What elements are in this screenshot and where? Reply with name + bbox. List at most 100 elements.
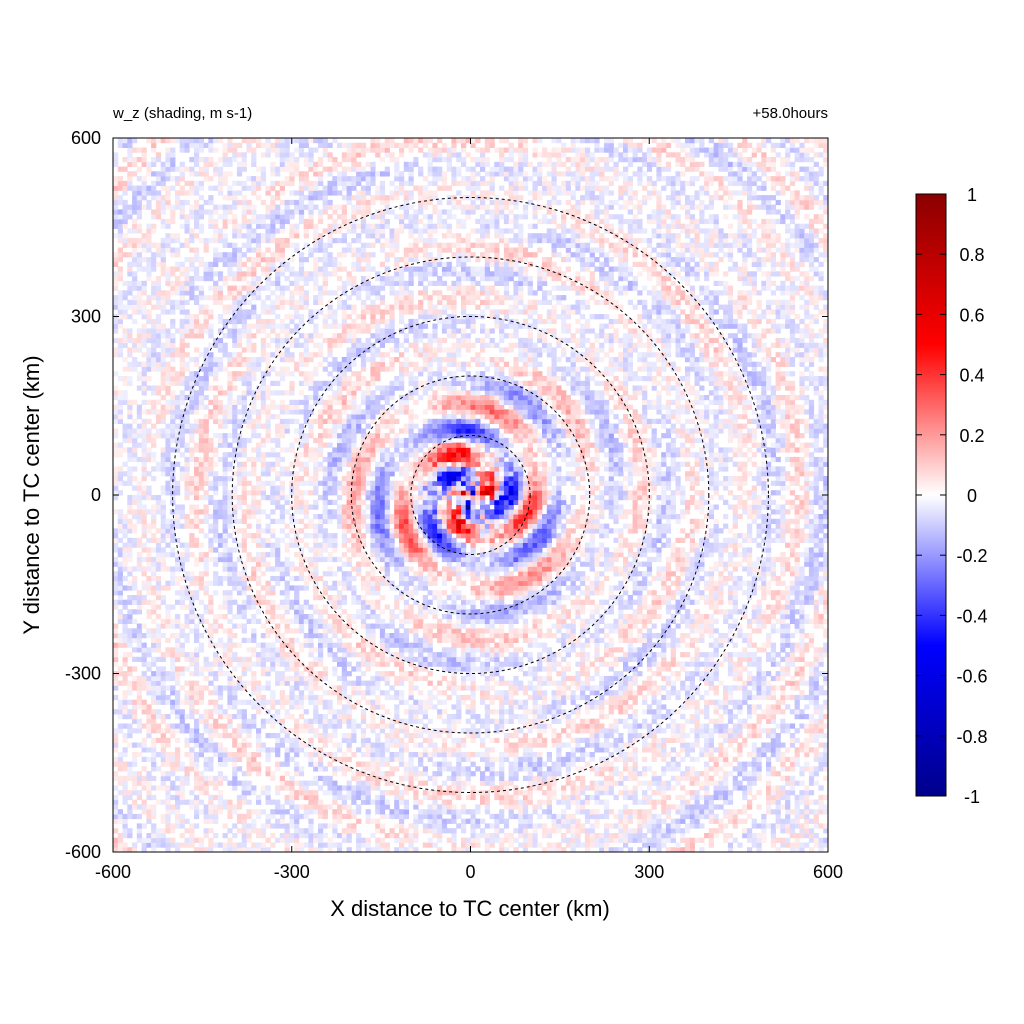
heatmap-cell xyxy=(637,656,643,662)
heatmap-cell xyxy=(556,766,562,772)
heatmap-cell xyxy=(399,837,405,843)
heatmap-cell xyxy=(298,699,305,705)
heatmap-cell xyxy=(604,766,610,772)
heatmap-cell xyxy=(232,690,238,696)
heatmap-cell xyxy=(379,804,386,810)
heatmap-cell xyxy=(608,647,614,653)
heatmap-cell xyxy=(437,823,443,829)
heatmap-cell xyxy=(175,766,181,772)
heatmap-cell xyxy=(480,723,486,729)
heatmap-cell xyxy=(251,685,257,691)
heatmap-cell xyxy=(236,766,243,772)
heatmap-cell xyxy=(732,618,738,624)
heatmap-cell xyxy=(503,780,510,786)
heatmap-cell xyxy=(637,813,643,820)
heatmap-cell xyxy=(346,794,352,801)
heatmap-cell xyxy=(189,790,195,796)
heatmap-cell xyxy=(808,747,815,753)
heatmap-cell xyxy=(632,756,638,762)
heatmap-cell xyxy=(575,694,581,701)
heatmap-cell xyxy=(665,633,672,639)
heatmap-cell xyxy=(375,737,381,743)
heatmap-cell xyxy=(694,771,700,777)
heatmap-cell xyxy=(294,790,300,796)
heatmap-cell xyxy=(613,704,619,710)
heatmap-cell xyxy=(584,723,591,729)
heatmap-cell xyxy=(823,723,828,729)
heatmap-cell xyxy=(818,709,824,715)
heatmap-cell xyxy=(289,775,295,781)
heatmap-cell xyxy=(604,785,610,791)
heatmap-cell xyxy=(494,723,500,729)
heatmap-cell xyxy=(494,813,500,820)
heatmap-cell xyxy=(570,794,576,801)
heatmap-cell xyxy=(580,823,586,829)
heatmap-cell xyxy=(375,685,381,691)
heatmap-cell xyxy=(203,709,209,715)
heatmap-cell xyxy=(665,709,672,715)
heatmap-cell xyxy=(727,733,734,739)
heatmap-cell xyxy=(389,718,395,724)
heatmap-cell xyxy=(532,718,538,724)
heatmap-cell xyxy=(565,647,571,653)
heatmap-cell xyxy=(499,766,505,772)
heatmap-cell xyxy=(136,813,142,820)
heatmap-cell xyxy=(189,704,195,710)
heatmap-cell xyxy=(117,633,123,639)
heatmap-cell xyxy=(689,809,695,815)
heatmap-cell xyxy=(451,818,457,824)
heatmap-cell xyxy=(198,775,204,781)
heatmap-cell xyxy=(632,828,638,834)
heatmap-cell xyxy=(322,628,328,634)
heatmap-cell xyxy=(637,633,643,639)
heatmap-cell xyxy=(208,623,214,629)
heatmap-cell xyxy=(503,656,510,662)
heatmap-cell xyxy=(742,761,748,767)
heatmap-cell xyxy=(627,752,633,758)
heatmap-cell xyxy=(332,714,338,720)
heatmap-cell xyxy=(194,661,200,667)
heatmap-cell xyxy=(756,723,762,729)
heatmap-cell xyxy=(399,618,405,624)
heatmap-cell xyxy=(403,609,409,615)
heatmap-cell xyxy=(165,813,171,820)
heatmap-cell xyxy=(179,671,185,677)
heatmap-cell xyxy=(227,690,233,696)
heatmap-cell xyxy=(637,833,643,839)
heatmap-cell xyxy=(427,637,433,643)
heatmap-cell xyxy=(665,623,672,629)
heatmap-cell xyxy=(246,752,252,758)
heatmap-cell xyxy=(499,614,505,620)
heatmap-cell xyxy=(542,761,548,767)
heatmap-cell xyxy=(365,637,371,643)
heatmap-cell xyxy=(165,609,171,615)
heatmap-cell xyxy=(189,661,195,667)
heatmap-cell xyxy=(699,728,705,734)
heatmap-cell xyxy=(665,628,672,634)
heatmap-cell xyxy=(451,771,457,777)
heatmap-cell xyxy=(608,661,614,667)
heatmap-cell xyxy=(723,756,729,762)
heatmap-cell xyxy=(127,628,133,634)
heatmap-cell xyxy=(737,628,743,634)
heatmap-cell xyxy=(227,680,233,686)
heatmap-cell xyxy=(723,809,729,815)
heatmap-cell xyxy=(437,771,443,777)
heatmap-cell xyxy=(246,756,252,762)
heatmap-cell xyxy=(389,614,395,620)
heatmap-cell xyxy=(522,809,529,815)
heatmap-cell xyxy=(346,618,352,624)
heatmap-cell xyxy=(399,842,405,848)
heatmap-cell xyxy=(399,728,405,734)
heatmap-cell xyxy=(565,813,571,820)
heatmap-cell xyxy=(260,809,266,815)
heatmap-cell xyxy=(542,604,548,610)
heatmap-cell xyxy=(275,718,281,724)
heatmap-cell xyxy=(680,799,686,805)
heatmap-cell xyxy=(818,742,824,748)
heatmap-cell xyxy=(599,847,605,852)
heatmap-cell xyxy=(608,728,614,734)
heatmap-cell xyxy=(122,723,128,729)
heatmap-cell xyxy=(599,837,605,843)
heatmap-cell xyxy=(561,637,567,643)
